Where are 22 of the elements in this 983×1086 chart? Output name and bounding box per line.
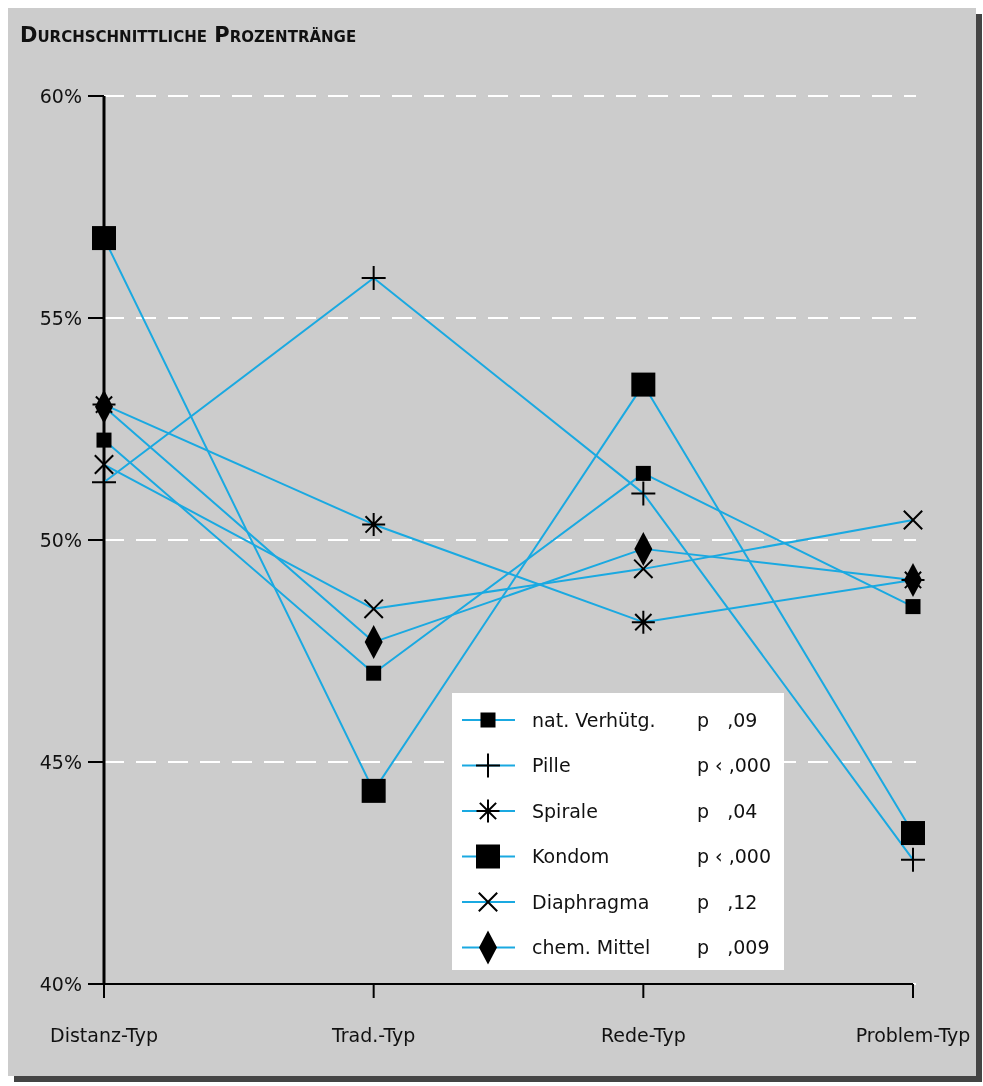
x-tick-label: Rede-Typ [600,1024,686,1046]
annotation: p ,12 [697,890,758,913]
legend-label: Kondom [532,845,610,868]
annotation: p ‹ ,000 [697,845,772,868]
legend-label: nat. Verhütg. [532,708,656,731]
y-tick-label: 45% [39,750,82,773]
x-tick-label: Problem-Typ [855,1024,971,1046]
y-tick-label: 55% [39,306,82,329]
legend-label: Pille [532,754,571,777]
y-tick-label: 60% [39,84,82,107]
x-tick-label: Trad.-Typ [330,1024,416,1046]
annotation: p ,009 [697,936,770,959]
y-tick-label: 50% [39,528,82,551]
y-tick-label: 40% [39,972,82,995]
legend-label: Spirale [532,799,598,822]
annotation: p ,09 [697,708,758,731]
annotation: p ,04 [697,799,758,822]
legend-label: chem. Mittel [532,936,651,959]
annotation: p ‹ ,000 [697,754,772,777]
chart-title: Durchschnittliche Prozentränge [20,23,357,47]
legend-label: Diaphragma [532,890,650,913]
x-tick-label: Distanz-Typ [50,1024,158,1046]
